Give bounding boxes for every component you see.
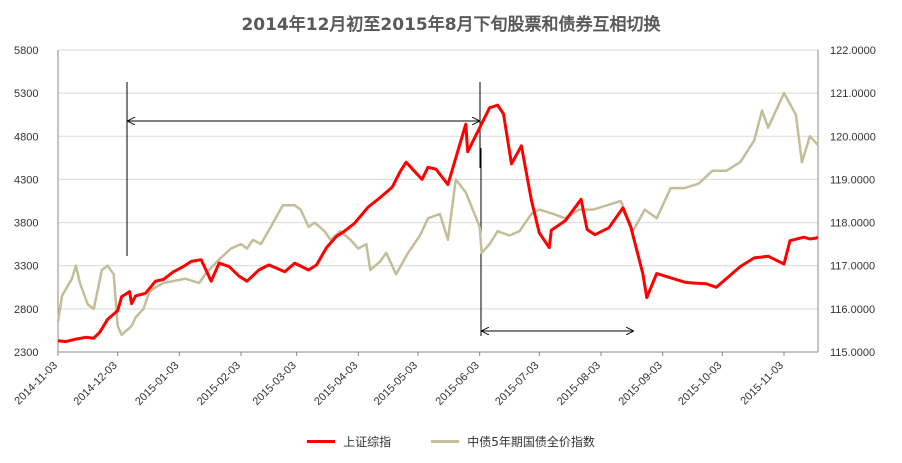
series-line-bond <box>56 91 819 336</box>
x-axis-ticks: 2014-11-03 2014-12-03 2015-01-03 2015-02-03… <box>12 352 786 408</box>
left-tick-label-4: 4300 <box>14 174 38 186</box>
right-tick-label-4: 119.0000 <box>830 174 875 186</box>
x-tick-label-7: 2015-06-03 <box>434 360 482 408</box>
right-axis-ticks: 115.0000 116.0000 117.0000 118.0000 119.0000… <box>830 45 876 359</box>
x-tick-label-1: 2014-12-03 <box>72 360 120 408</box>
right-tick-label-1: 116.0000 <box>830 304 875 316</box>
x-tick-label-10: 2015-09-03 <box>617 360 665 408</box>
legend-item-shanghai[interactable]: 上证综指 <box>307 433 391 450</box>
left-tick-label-5: 4800 <box>14 131 38 143</box>
x-tick-label-0: 2014-11-03 <box>12 360 60 408</box>
right-tick-label-5: 120.0000 <box>830 131 876 143</box>
x-tick-label-5: 2015-04-03 <box>312 360 360 408</box>
series-line-shanghai <box>57 103 819 344</box>
x-tick-label-9: 2015-08-03 <box>555 360 603 408</box>
x-tick-label-4: 2015-03-03 <box>251 360 299 408</box>
x-tick-label-3: 2015-02-03 <box>195 360 243 408</box>
x-tick-label-12: 2015-11-03 <box>738 360 786 408</box>
legend-label-bond: 中债5年期国债全价指数 <box>467 435 595 449</box>
grid-lines <box>57 49 819 353</box>
right-tick-label-7: 122.0000 <box>830 45 876 57</box>
left-tick-label-7: 5800 <box>14 45 38 57</box>
left-tick-label-0: 2300 <box>14 347 38 359</box>
series-layer <box>56 91 819 344</box>
legend-label-shanghai: 上证综指 <box>343 435 392 449</box>
left-tick-label-1: 2800 <box>14 304 38 316</box>
left-axis-ticks: 2300 2800 3300 3800 4300 4800 5300 5800 <box>14 45 38 359</box>
left-tick-label-6: 5300 <box>14 88 38 100</box>
right-tick-label-6: 121.0000 <box>830 88 876 100</box>
legend: 上证综指 中债5年期国债全价指数 <box>0 433 902 450</box>
left-tick-label-3: 3800 <box>14 218 38 230</box>
left-tick-label-2: 3300 <box>14 261 38 273</box>
x-tick-label-6: 2015-05-03 <box>372 360 420 408</box>
chart-title: 2014年12月初至2015年8月下旬股票和债券互相切换 <box>241 15 661 35</box>
x-tick-label-11: 2015-10-03 <box>676 360 724 408</box>
x-tick-label-2: 2015-01-03 <box>133 360 181 408</box>
right-tick-label-2: 117.0000 <box>830 261 875 273</box>
legend-item-bond[interactable]: 中债5年期国债全价指数 <box>431 433 595 450</box>
annotations <box>126 82 633 336</box>
legend-swatch-bond <box>431 440 460 443</box>
legend-swatch-shanghai <box>307 440 336 443</box>
right-tick-label-0: 115.0000 <box>830 347 875 359</box>
x-tick-label-8: 2015-07-03 <box>493 360 541 408</box>
right-tick-label-3: 118.0000 <box>830 218 875 230</box>
